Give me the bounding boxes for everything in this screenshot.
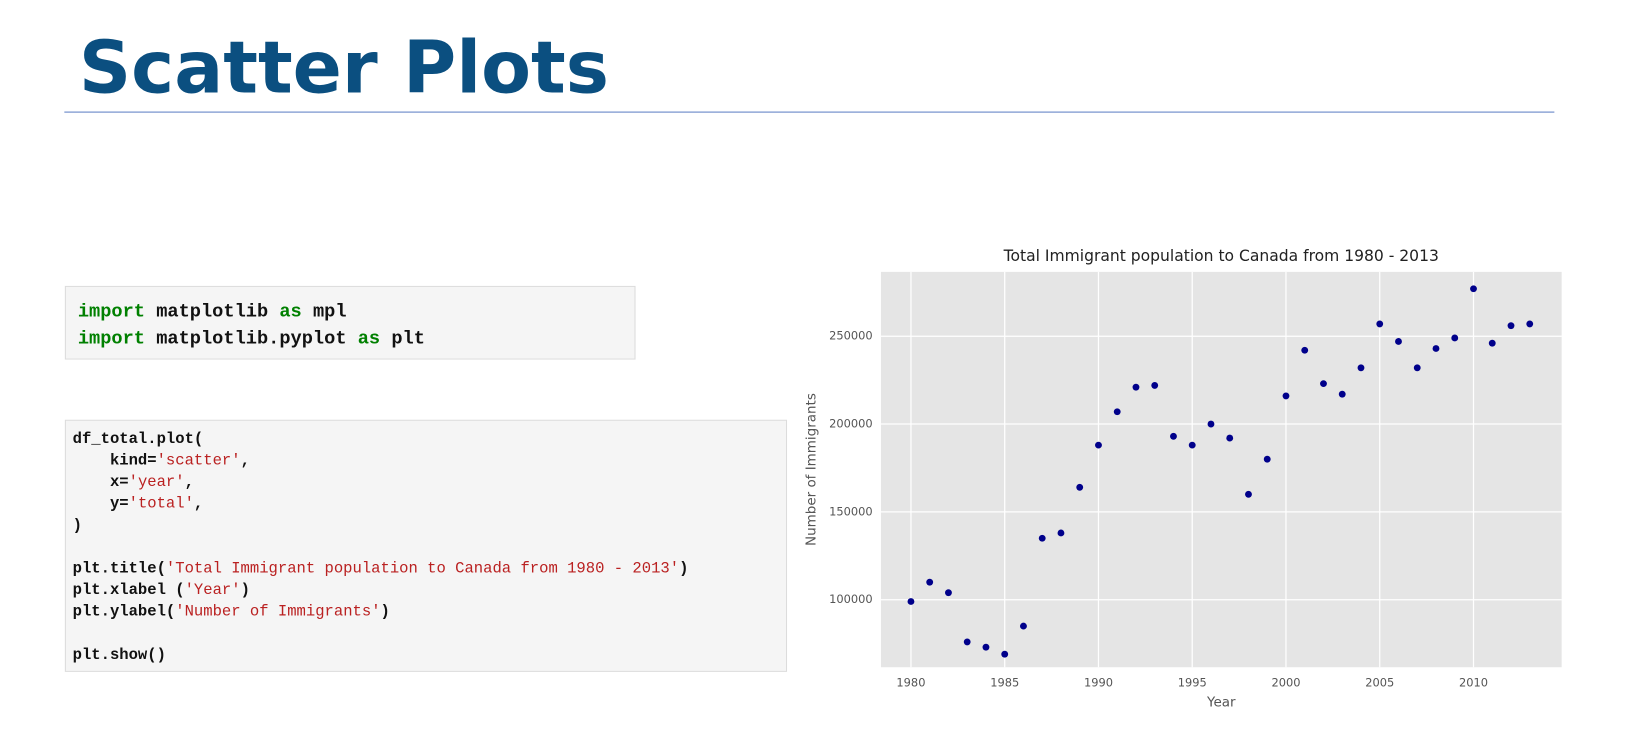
point bbox=[1432, 345, 1440, 352]
code-token: ) bbox=[73, 516, 82, 534]
code-token: plt.ylabel( bbox=[73, 603, 176, 621]
code-token: , bbox=[185, 473, 194, 491]
point bbox=[1188, 441, 1196, 449]
chart-title: Total Immigrant population to Canada fro… bbox=[1003, 247, 1439, 265]
x-tick-label: 1995 bbox=[1178, 675, 1207, 689]
point bbox=[1226, 434, 1234, 442]
point bbox=[1095, 441, 1102, 449]
point bbox=[1507, 322, 1515, 330]
code-token: ) bbox=[679, 560, 688, 578]
code-token: mpl bbox=[302, 300, 347, 322]
code-token: df_total.plot( bbox=[73, 430, 204, 448]
chart: Total Immigrant population to Canada fro… bbox=[803, 247, 1562, 711]
code-token: matplotlib.pyplot bbox=[145, 327, 358, 349]
code-token: y= bbox=[73, 495, 129, 513]
y-axis-label: Number of Immigrants bbox=[803, 393, 819, 546]
point bbox=[1170, 432, 1177, 440]
code-token: import bbox=[78, 327, 145, 349]
x-tick-label: 1980 bbox=[896, 675, 925, 689]
point bbox=[982, 643, 990, 651]
point bbox=[907, 598, 915, 605]
point bbox=[1526, 320, 1534, 328]
y-tick-label: 250000 bbox=[829, 329, 873, 343]
point bbox=[1451, 334, 1459, 342]
code-token: plt.show() bbox=[73, 646, 166, 664]
point bbox=[1038, 534, 1046, 542]
code-token: as bbox=[358, 327, 380, 349]
code-token: import bbox=[78, 300, 145, 322]
point bbox=[1263, 455, 1271, 463]
code-token: plt.xlabel ( bbox=[73, 581, 185, 599]
point bbox=[926, 578, 934, 586]
point bbox=[1320, 380, 1327, 388]
code-token: 'year' bbox=[129, 473, 185, 491]
x-tick-label: 2005 bbox=[1365, 675, 1394, 689]
point bbox=[1338, 390, 1346, 398]
code-token: plt bbox=[380, 327, 425, 349]
point bbox=[1245, 490, 1252, 498]
point bbox=[1001, 650, 1009, 658]
x-tick-label: 2010 bbox=[1459, 675, 1488, 689]
code-line: df_total.plot( bbox=[73, 430, 204, 448]
code-line: ) bbox=[73, 516, 82, 534]
point bbox=[1488, 339, 1496, 347]
code-line: plt.show() bbox=[73, 646, 166, 664]
point bbox=[1132, 383, 1140, 391]
point bbox=[1207, 420, 1215, 428]
point bbox=[1282, 392, 1290, 400]
point bbox=[1301, 346, 1309, 354]
x-axis-label: Year bbox=[1206, 695, 1236, 711]
code-line: plt.title('Total Immigrant population to… bbox=[73, 560, 689, 578]
code-line: plt.ylabel('Number of Immigrants') bbox=[73, 603, 390, 621]
code-token: , bbox=[194, 495, 203, 513]
point bbox=[963, 638, 971, 646]
point bbox=[1357, 364, 1365, 372]
code-token: kind= bbox=[73, 452, 157, 470]
code-token: 'scatter' bbox=[157, 452, 241, 470]
code-token: as bbox=[279, 300, 301, 322]
x-tick-label: 2000 bbox=[1271, 675, 1300, 689]
point bbox=[1470, 285, 1477, 293]
point bbox=[1413, 364, 1421, 372]
code-token: 'Year' bbox=[185, 581, 241, 599]
code-token: plt.title( bbox=[73, 560, 166, 578]
code-line: kind='scatter', bbox=[73, 452, 250, 470]
code-line: plt.xlabel ('Year') bbox=[73, 581, 250, 599]
code-token: 'total' bbox=[129, 495, 194, 513]
code-cell bbox=[64, 419, 788, 672]
code-line: import matplotlib as mpl bbox=[78, 300, 347, 322]
point bbox=[1376, 320, 1384, 328]
x-tick-label: 1985 bbox=[990, 675, 1019, 689]
point bbox=[1151, 381, 1159, 389]
code-cell bbox=[64, 285, 636, 360]
point bbox=[1057, 529, 1065, 537]
y-tick-label: 100000 bbox=[829, 592, 873, 606]
code-token: 'Number of Immigrants' bbox=[175, 603, 380, 621]
code-token: 'Total Immigrant population to Canada fr… bbox=[166, 560, 679, 578]
code-token: x= bbox=[73, 473, 129, 491]
code-line: x='year', bbox=[73, 473, 194, 491]
point bbox=[1113, 408, 1121, 416]
slide-title: Scatter Plots bbox=[79, 27, 609, 111]
y-tick-label: 150000 bbox=[829, 504, 873, 518]
x-tick-label: 1990 bbox=[1084, 675, 1113, 689]
code-token: ) bbox=[381, 603, 390, 621]
code-line: import matplotlib.pyplot as plt bbox=[78, 327, 425, 349]
plot-area bbox=[880, 271, 1562, 668]
point bbox=[1076, 483, 1084, 491]
code-token: ) bbox=[241, 581, 250, 599]
point bbox=[1395, 338, 1402, 345]
point bbox=[945, 589, 952, 597]
code-line: y='total', bbox=[73, 495, 204, 513]
point bbox=[1020, 622, 1027, 630]
code-token: , bbox=[241, 452, 250, 470]
code-token: matplotlib bbox=[145, 300, 279, 322]
y-tick-label: 200000 bbox=[829, 417, 873, 431]
